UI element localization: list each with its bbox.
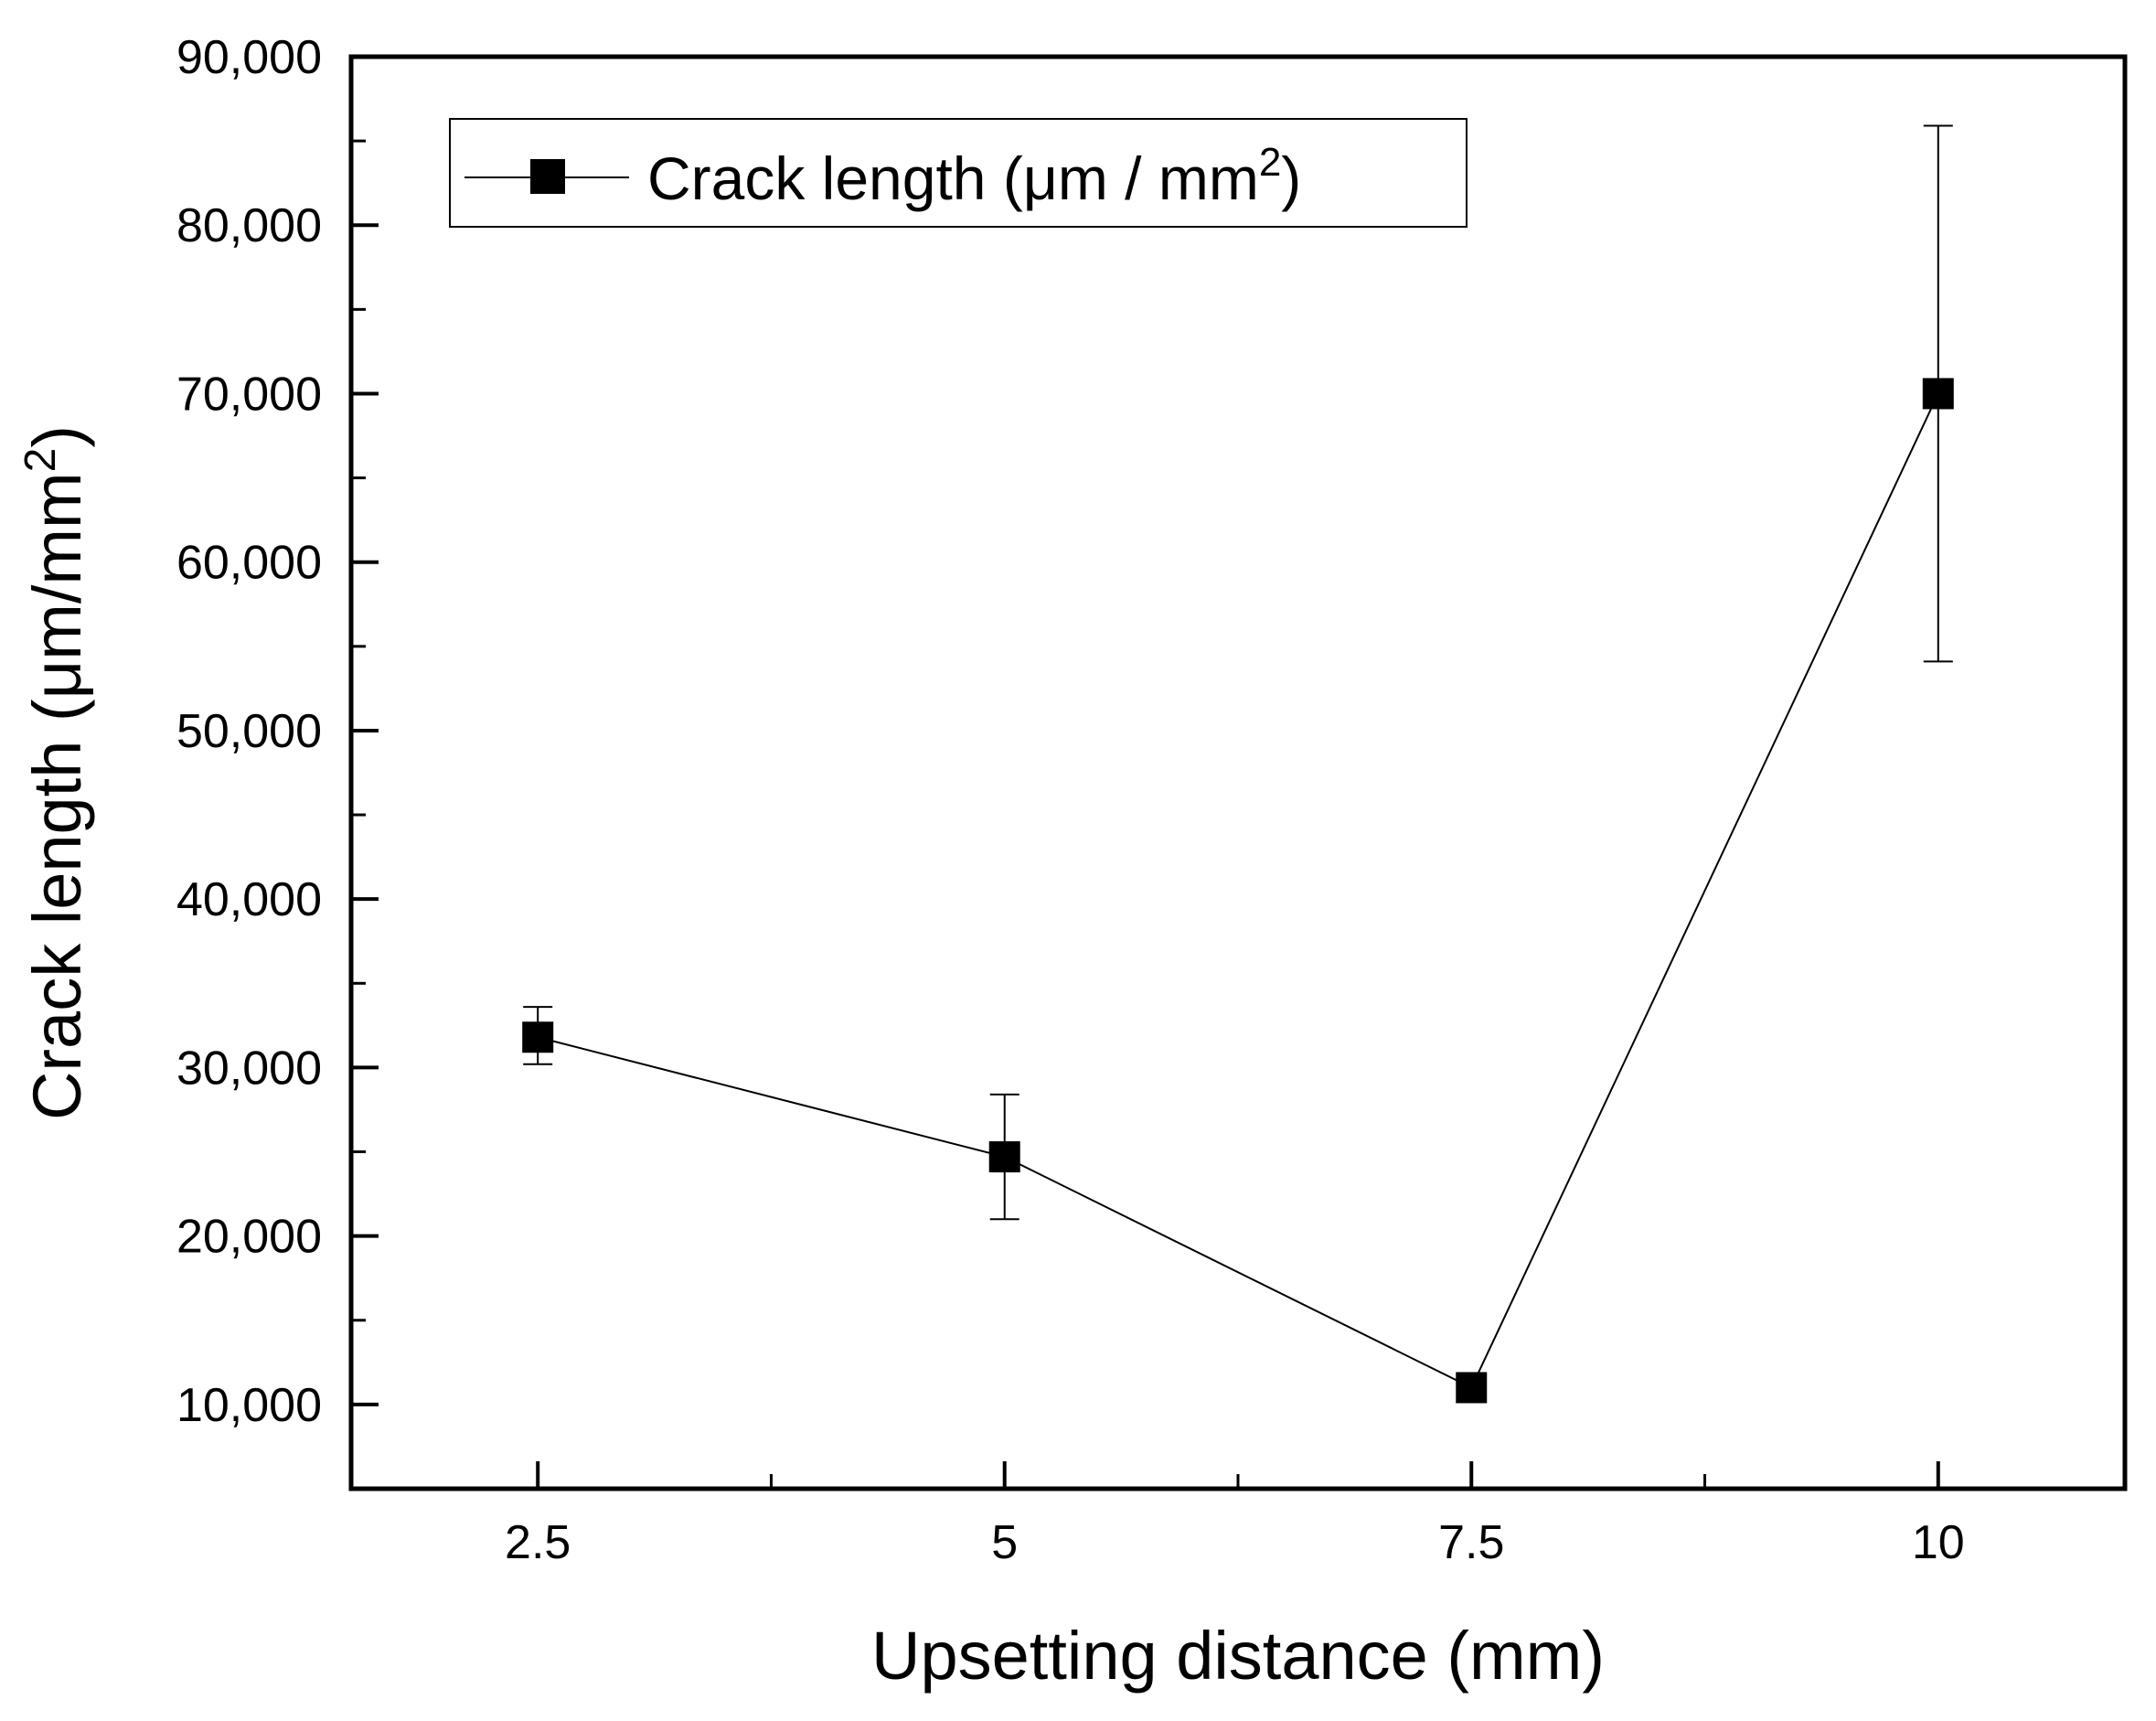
y-tick-label: 60,000	[176, 537, 322, 590]
legend-label-main: Crack length (μm / mm	[647, 144, 1259, 212]
y-axis-title-end: )	[19, 425, 95, 448]
x-tick-label: 7.5	[1438, 1516, 1504, 1569]
y-axis-title-superscript: 2	[16, 448, 65, 473]
y-tick-label: 70,000	[176, 368, 322, 421]
x-tick-label: 5	[991, 1516, 1018, 1569]
y-tick-label: 50,000	[176, 705, 322, 758]
legend-label-superscript: 2	[1259, 140, 1281, 185]
y-axis-ticks: 10,000 20,000 30,000 40,000 50,000 60,000 70,0…	[176, 31, 379, 1432]
data-point	[522, 1021, 554, 1053]
y-tick-label: 80,000	[176, 199, 322, 252]
series-line	[537, 393, 1939, 1389]
x-tick-label: 10	[1912, 1516, 1965, 1569]
x-tick-label: 2.5	[505, 1516, 571, 1569]
legend: Crack length (μm / mm2)	[449, 118, 1468, 228]
x-axis-title: Upsetting distance (mm)	[871, 1618, 1605, 1694]
legend-label-end: )	[1281, 144, 1301, 212]
x-axis-ticks: 2.5 5 7.5 10	[505, 1461, 1965, 1569]
legend-label: Crack length (μm / mm2)	[647, 140, 1301, 212]
legend-box	[449, 118, 1468, 228]
y-tick-label: 90,000	[176, 31, 322, 84]
data-point	[1922, 378, 1954, 410]
legend-marker	[530, 159, 565, 194]
y-tick-label: 40,000	[176, 873, 322, 926]
y-tick-label: 30,000	[176, 1042, 322, 1095]
y-tick-label: 20,000	[176, 1211, 322, 1264]
data-point	[988, 1141, 1020, 1173]
series-layer	[522, 124, 1954, 1404]
y-axis-title-main: Crack length (μm/mm	[19, 472, 95, 1120]
y-tick-label: 10,000	[176, 1379, 322, 1432]
y-axis-title: Crack length (μm/mm2)	[16, 425, 95, 1120]
data-point	[1456, 1372, 1488, 1404]
